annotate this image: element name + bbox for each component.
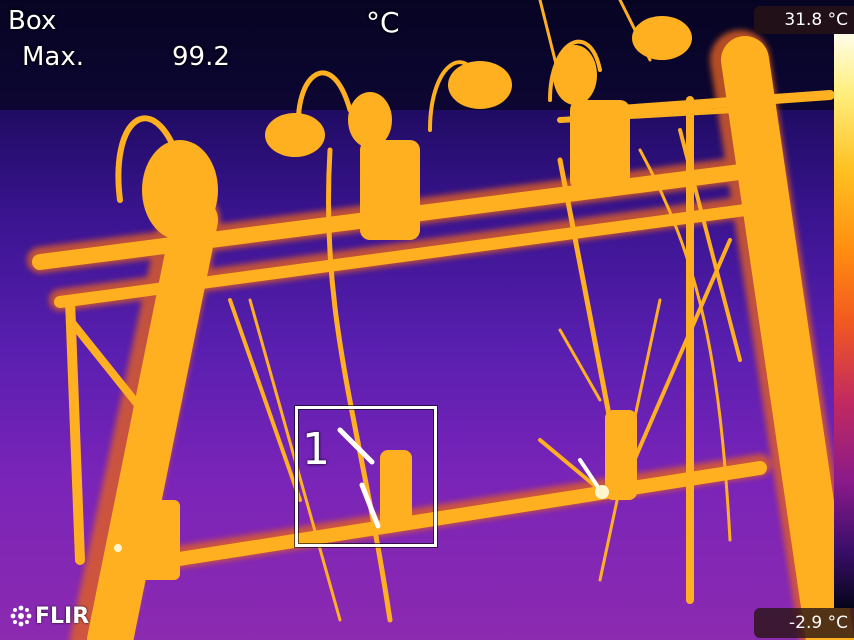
brand-logo-text: FLIR xyxy=(35,603,90,629)
measurement-name: Max. xyxy=(22,42,85,72)
measurement-box[interactable] xyxy=(295,406,437,547)
temperature-unit: °C xyxy=(366,6,400,39)
scale-min-label: -2.9 °C xyxy=(754,608,854,638)
measurement-value: 99.2 xyxy=(172,42,230,72)
measurement-label: Box xyxy=(8,6,57,36)
measurement-box-number: 1 xyxy=(302,424,330,475)
color-scale-bar xyxy=(834,34,854,608)
flir-icon xyxy=(10,605,32,627)
scale-max-label: 31.8 °C xyxy=(754,6,854,34)
brand-logo: FLIR xyxy=(10,601,89,631)
